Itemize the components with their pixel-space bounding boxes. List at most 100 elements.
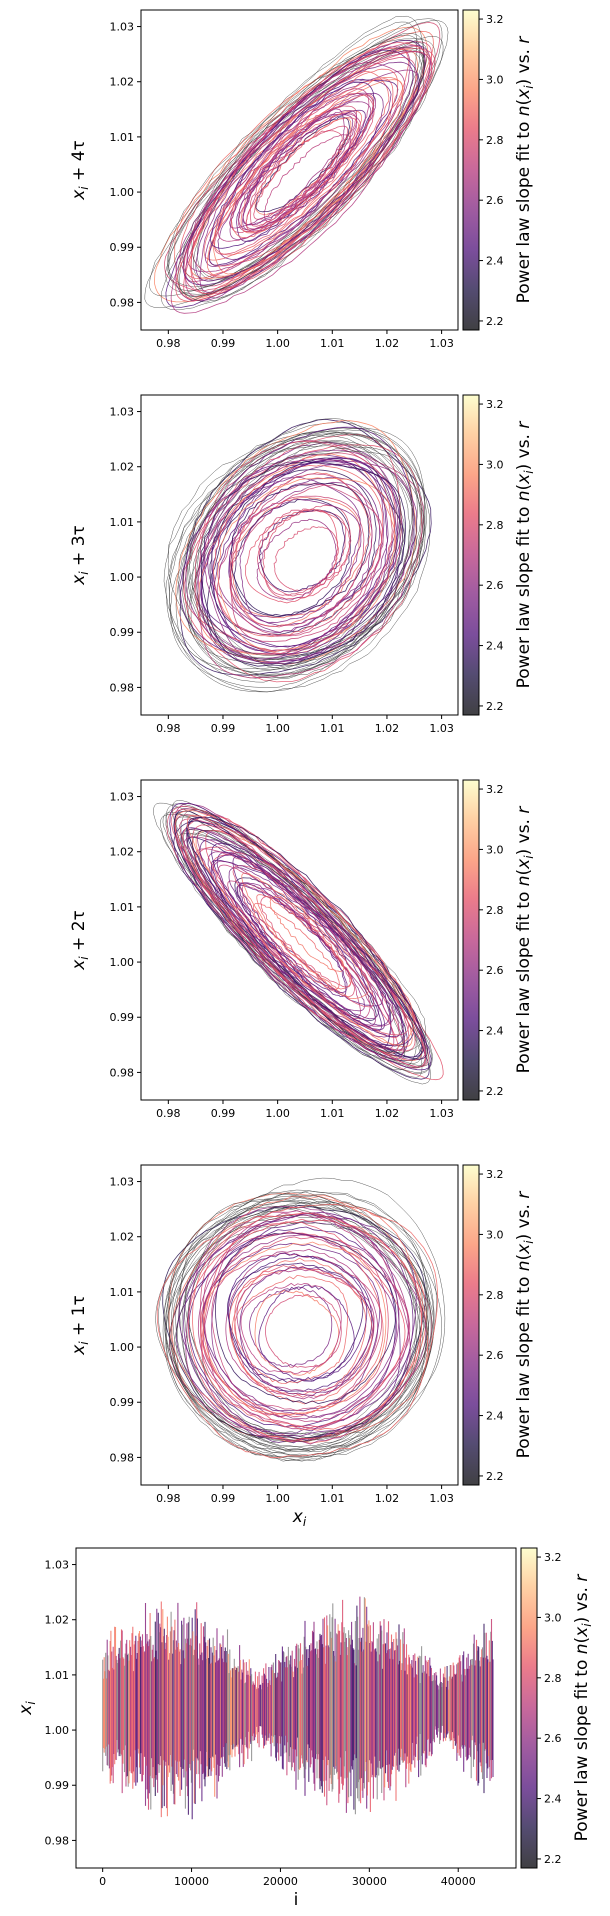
trajectory-line bbox=[174, 814, 410, 1051]
y-tick-label: 0.99 bbox=[110, 1011, 135, 1024]
y-tick-label: 0.98 bbox=[110, 681, 135, 694]
trajectory-line bbox=[200, 460, 407, 667]
trajectory-line bbox=[245, 117, 360, 233]
trajectory-line bbox=[211, 461, 402, 652]
trajectory-line bbox=[237, 112, 358, 233]
trajectory-line bbox=[212, 464, 383, 638]
trajectory-line bbox=[187, 442, 404, 665]
colorbar-tick-label: 3.0 bbox=[486, 458, 504, 471]
trajectory-line bbox=[174, 30, 434, 299]
y-tick-label: 0.98 bbox=[110, 1066, 135, 1079]
trajectory-line bbox=[197, 1214, 409, 1430]
x-tick-label: 10000 bbox=[174, 1875, 209, 1888]
trajectory-line bbox=[177, 47, 425, 297]
y-tick-label: 1.00 bbox=[110, 956, 135, 969]
colorbar-tick-label: 2.4 bbox=[486, 640, 504, 653]
colorbar bbox=[462, 9, 480, 331]
trajectory-line bbox=[200, 1236, 389, 1418]
trajectory-line bbox=[228, 1267, 367, 1396]
trajectory-line bbox=[191, 45, 426, 279]
trajectory-line bbox=[149, 21, 418, 297]
x-tick-label: 0.99 bbox=[211, 337, 236, 350]
x-tick-label: 1.02 bbox=[375, 1492, 400, 1505]
trajectory-line bbox=[206, 76, 404, 277]
colorbar-tick-label: 2.4 bbox=[544, 1793, 562, 1806]
x-tick-label: 20000 bbox=[263, 1875, 298, 1888]
x-tick-label: 0.98 bbox=[156, 1492, 181, 1505]
trajectory-line bbox=[179, 418, 432, 676]
colorbar-tick-label: 3.2 bbox=[486, 13, 504, 26]
trajectory-line bbox=[167, 1195, 430, 1448]
trajectory-line bbox=[231, 1257, 373, 1405]
trajectory-line bbox=[230, 482, 370, 616]
trajectory-line bbox=[144, 15, 425, 309]
y-tick-label: 1.03 bbox=[110, 1176, 135, 1189]
y-tick-label: 0.99 bbox=[110, 626, 135, 639]
trajectory-line bbox=[182, 815, 444, 1081]
colorbar-tick-label: 2.8 bbox=[544, 1672, 562, 1685]
trajectory-line bbox=[236, 1269, 375, 1393]
x-axis-label: i bbox=[294, 1890, 299, 1910]
trajectory-line bbox=[165, 1193, 435, 1456]
trajectory-line bbox=[163, 1177, 446, 1458]
axes-frame bbox=[140, 1164, 459, 1486]
trajectory-line bbox=[217, 88, 370, 242]
trajectory-line bbox=[185, 1206, 427, 1445]
colorbar-tick-label: 3.2 bbox=[544, 1551, 562, 1564]
colorbar-tick-label: 2.8 bbox=[486, 134, 504, 147]
trajectory-line bbox=[254, 118, 352, 216]
colorbar-tick-label: 2.4 bbox=[486, 255, 504, 268]
x-tick-label: 0.98 bbox=[156, 722, 181, 735]
x-tick-label: 0.99 bbox=[211, 1107, 236, 1120]
trajectory-line bbox=[230, 94, 374, 239]
trajectory-line bbox=[188, 441, 401, 656]
trajectory-line bbox=[183, 56, 417, 292]
trajectory-line bbox=[168, 20, 449, 303]
trajectory-line bbox=[229, 495, 365, 628]
trajectory-line bbox=[217, 864, 371, 1020]
trajectory-line bbox=[174, 816, 423, 1065]
y-tick-label: 1.01 bbox=[110, 131, 135, 144]
trajectory-line bbox=[211, 842, 404, 1038]
colorbar-tick-label: 3.0 bbox=[544, 1611, 562, 1624]
trajectory-line bbox=[187, 816, 429, 1060]
trajectory-line bbox=[239, 498, 362, 624]
colorbar bbox=[462, 394, 480, 716]
y-tick-label: 0.98 bbox=[45, 1834, 70, 1847]
x-tick-label: 1.00 bbox=[265, 722, 290, 735]
trajectory-line bbox=[175, 1201, 435, 1442]
trajectory-line bbox=[209, 81, 375, 249]
trajectory-line bbox=[216, 851, 391, 1026]
trajectory-line bbox=[216, 477, 396, 652]
trajectory-line bbox=[180, 809, 433, 1067]
trajectory-line bbox=[245, 508, 339, 604]
trajectory-line bbox=[155, 1189, 428, 1451]
colorbar-label: Power law slope fit to n(xi) vs. r bbox=[514, 1191, 536, 1459]
trajectory-line bbox=[182, 39, 426, 286]
x-tick-label: 1.01 bbox=[320, 722, 345, 735]
trajectory-line bbox=[242, 110, 358, 226]
x-tick-label: 40000 bbox=[441, 1875, 476, 1888]
trajectory-line bbox=[269, 895, 345, 972]
x-tick-label: 1.02 bbox=[375, 1107, 400, 1120]
trajectory-line bbox=[229, 484, 383, 637]
trajectory-line bbox=[156, 1203, 438, 1459]
x-tick-label: 1.00 bbox=[265, 337, 290, 350]
x-tick-label: 0.98 bbox=[156, 337, 181, 350]
trajectory-line bbox=[195, 830, 413, 1048]
trajectory-lines bbox=[155, 1177, 446, 1462]
trajectory-line bbox=[209, 469, 377, 636]
axes-frame bbox=[140, 9, 459, 331]
colorbar-label: Power law slope fit to n(xi) vs. r bbox=[572, 1574, 594, 1842]
trajectory-line bbox=[229, 476, 361, 619]
y-tick-label: 1.02 bbox=[110, 846, 135, 859]
trajectory-line bbox=[231, 105, 358, 234]
trajectory-line bbox=[210, 854, 386, 1031]
x-tick-label: 1.01 bbox=[320, 1492, 345, 1505]
panel-5: 0 10000 20000 30000 40000 0.98 0.99 1.00 1.01 1.0… bbox=[16, 1547, 594, 1910]
trajectory-line bbox=[240, 1282, 342, 1375]
trajectory-line bbox=[158, 1202, 437, 1458]
trajectory-line bbox=[175, 42, 433, 302]
y-tick-label: 1.02 bbox=[110, 76, 135, 89]
